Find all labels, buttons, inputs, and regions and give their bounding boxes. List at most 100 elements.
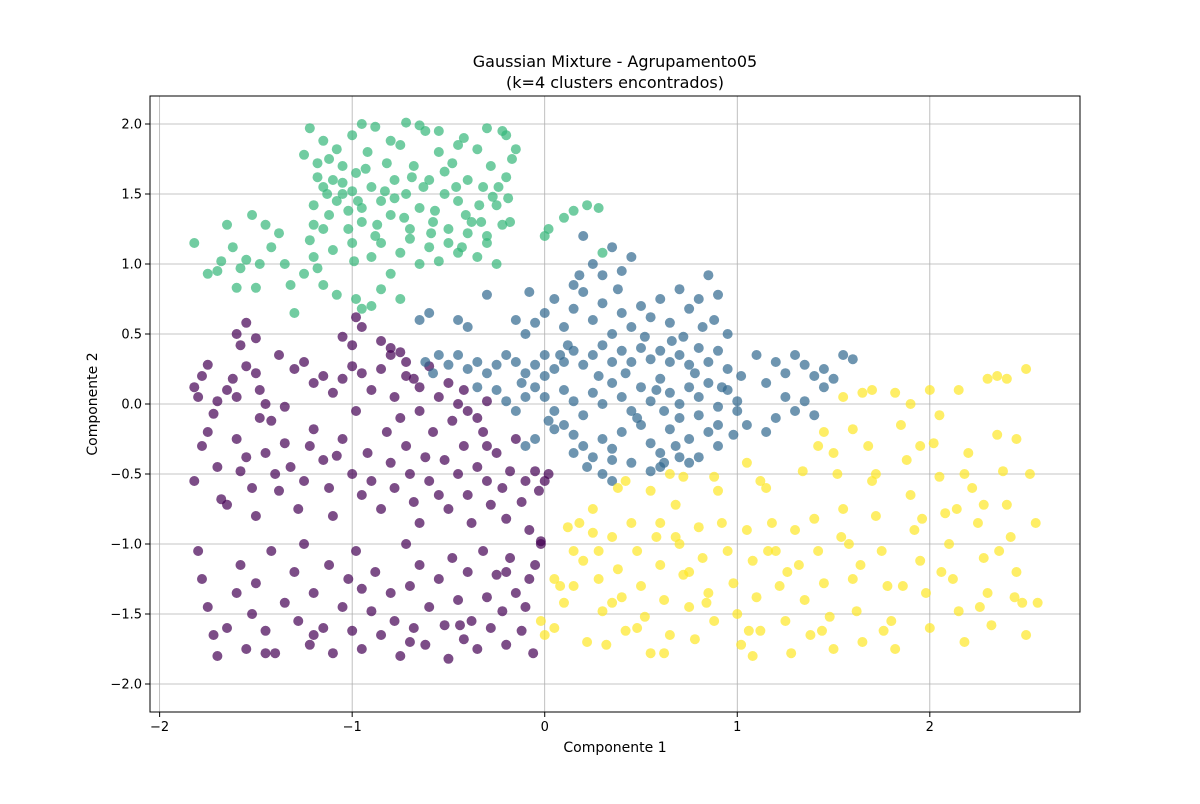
scatter-point-cluster-1 <box>664 424 675 435</box>
scatter-point-cluster-1 <box>501 396 512 407</box>
scatter-point-cluster-1 <box>722 364 733 374</box>
scatter-point-cluster-0 <box>231 329 242 339</box>
scatter-point-cluster-0 <box>433 490 444 500</box>
scatter-point-cluster-1 <box>587 350 598 360</box>
scatter-point-cluster-1 <box>530 382 541 393</box>
scatter-point-cluster-1 <box>818 382 829 393</box>
scatter-point-cluster-3 <box>951 504 962 514</box>
scatter-point-cluster-3 <box>992 429 1003 440</box>
scatter-point-cluster-2 <box>212 266 223 276</box>
scatter-point-cluster-1 <box>597 340 608 351</box>
scatter-point-cluster-1 <box>543 415 554 426</box>
scatter-point-cluster-0 <box>356 490 367 500</box>
scatter-point-cluster-1 <box>607 476 618 486</box>
scatter-point-cluster-1 <box>709 315 720 325</box>
scatter-point-cluster-0 <box>212 462 223 472</box>
scatter-point-cluster-1 <box>761 427 772 437</box>
scatter-point-cluster-3 <box>763 546 774 556</box>
scatter-point-cluster-2 <box>389 175 400 185</box>
scatter-point-cluster-0 <box>241 644 252 654</box>
scatter-point-cluster-2 <box>318 224 329 234</box>
scatter-point-cluster-3 <box>664 630 675 640</box>
scatter-point-cluster-1 <box>809 410 820 421</box>
scatter-point-cluster-1 <box>689 368 700 379</box>
scatter-point-cluster-0 <box>485 623 496 633</box>
scatter-point-cluster-1 <box>558 322 569 332</box>
scatter-point-cluster-0 <box>196 574 207 584</box>
scatter-point-cluster-2 <box>395 140 406 150</box>
scatter-point-cluster-1 <box>736 371 747 381</box>
scatter-point-cluster-1 <box>549 364 560 374</box>
scatter-point-cluster-0 <box>453 595 464 605</box>
scatter-point-cluster-3 <box>857 387 868 398</box>
scatter-point-cluster-1 <box>587 387 598 398</box>
scatter-point-cluster-0 <box>327 511 338 521</box>
scatter-point-cluster-3 <box>924 385 935 395</box>
scatter-point-cluster-1 <box>684 303 695 314</box>
scatter-point-cluster-1 <box>645 438 656 449</box>
scatter-point-cluster-0 <box>385 343 396 353</box>
scatter-point-cluster-3 <box>645 648 656 659</box>
scatter-point-cluster-3 <box>847 424 858 435</box>
scatter-point-cluster-0 <box>443 653 454 664</box>
scatter-point-cluster-3 <box>799 595 810 605</box>
scatter-point-cluster-3 <box>761 483 772 493</box>
scatter-point-cluster-2 <box>274 228 285 239</box>
scatter-point-cluster-2 <box>401 189 412 199</box>
scatter-point-cluster-2 <box>451 182 462 192</box>
scatter-point-cluster-1 <box>549 424 560 435</box>
scatter-point-cluster-3 <box>755 625 766 636</box>
scatter-point-cluster-0 <box>376 336 387 346</box>
scatter-point-cluster-3 <box>870 469 881 479</box>
scatter-point-cluster-0 <box>222 499 233 510</box>
scatter-point-cluster-0 <box>472 413 483 423</box>
scatter-point-cluster-1 <box>558 420 569 430</box>
scatter-point-cluster-2 <box>308 200 319 211</box>
scatter-point-cluster-2 <box>324 154 335 164</box>
scatter-point-cluster-1 <box>703 427 714 437</box>
scatter-point-cluster-0 <box>366 385 377 395</box>
scatter-point-cluster-1 <box>674 350 685 360</box>
scatter-point-cluster-1 <box>428 368 439 379</box>
scatter-point-cluster-1 <box>491 359 502 370</box>
scatter-point-cluster-2 <box>370 121 381 132</box>
scatter-point-cluster-0 <box>250 578 261 589</box>
scatter-point-cluster-3 <box>915 555 926 566</box>
scatter-point-cluster-3 <box>878 625 889 636</box>
scatter-point-cluster-3 <box>953 606 964 617</box>
scatter-point-cluster-0 <box>293 616 304 626</box>
scatter-point-cluster-1 <box>472 357 483 367</box>
scatter-point-cluster-0 <box>453 469 464 479</box>
scatter-point-cluster-1 <box>847 354 858 365</box>
scatter-point-cluster-0 <box>439 455 450 465</box>
scatter-point-cluster-0 <box>279 438 290 449</box>
scatter-point-cluster-2 <box>385 210 396 220</box>
scatter-point-cluster-0 <box>202 359 213 370</box>
scatter-point-cluster-0 <box>389 616 400 626</box>
y-tick-label: −0.5 <box>110 468 142 483</box>
scatter-point-cluster-1 <box>524 287 535 297</box>
y-tick-label: −1.0 <box>110 538 142 553</box>
scatter-point-cluster-3 <box>709 471 720 482</box>
scatter-point-cluster-1 <box>420 357 431 367</box>
scatter-point-cluster-2 <box>414 259 425 269</box>
scatter-point-cluster-0 <box>389 392 400 402</box>
scatter-point-cluster-2 <box>376 196 387 206</box>
scatter-point-cluster-2 <box>266 242 277 253</box>
scatter-point-cluster-2 <box>337 177 348 188</box>
scatter-point-cluster-2 <box>351 294 362 304</box>
scatter-point-cluster-0 <box>535 536 546 547</box>
scatter-point-cluster-2 <box>476 217 487 227</box>
scatter-point-cluster-3 <box>813 546 824 556</box>
scatter-point-cluster-1 <box>684 434 695 444</box>
scatter-point-cluster-1 <box>593 371 604 381</box>
scatter-point-cluster-1 <box>582 462 593 472</box>
scatter-point-cluster-3 <box>832 469 843 479</box>
scatter-point-cluster-1 <box>678 331 689 342</box>
scatter-point-cluster-0 <box>343 574 354 584</box>
scatter-point-cluster-0 <box>289 567 300 577</box>
scatter-point-cluster-2 <box>356 303 367 314</box>
scatter-point-cluster-2 <box>250 282 261 293</box>
scatter-point-cluster-1 <box>693 392 704 402</box>
scatter-point-cluster-1 <box>481 289 492 300</box>
